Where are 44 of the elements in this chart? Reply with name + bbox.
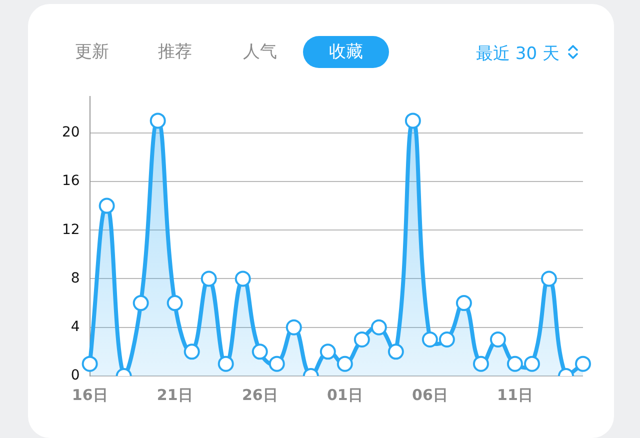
point	[286, 319, 302, 336]
x-tick-label: 01日	[326, 386, 363, 404]
point	[252, 344, 268, 360]
y-tick-label: 20	[62, 124, 80, 141]
point	[472, 356, 489, 372]
point	[404, 112, 421, 129]
point	[388, 344, 404, 360]
point	[336, 356, 353, 372]
point	[490, 332, 506, 348]
point	[218, 356, 234, 372]
point	[166, 295, 183, 312]
point	[234, 270, 251, 287]
point	[98, 198, 115, 214]
y-tick-label: 0	[70, 368, 80, 384]
point	[82, 356, 98, 372]
point	[438, 332, 455, 348]
point	[540, 270, 557, 287]
y-tick-label: 16	[62, 173, 80, 190]
x-tick-label: 06日	[412, 386, 448, 404]
text: 收藏	[303, 36, 389, 68]
point	[456, 295, 472, 312]
point	[370, 319, 387, 336]
text: 最近 30 天	[476, 44, 560, 64]
x-tick-label: 16日	[72, 386, 108, 404]
point	[200, 270, 217, 287]
text: 推荐	[157, 41, 193, 64]
point	[132, 295, 149, 312]
y-tick-label: 12	[62, 222, 80, 238]
x-tick-label: 26日	[242, 386, 278, 404]
point	[524, 356, 540, 372]
point	[268, 356, 285, 372]
point	[354, 332, 370, 348]
point	[422, 332, 438, 348]
point	[184, 344, 200, 360]
x-tick-label: 11日	[497, 386, 533, 404]
point	[506, 356, 523, 372]
point	[150, 112, 166, 129]
y-tick-label: 8	[70, 270, 80, 286]
text: 更新	[74, 41, 110, 64]
point	[575, 356, 591, 372]
point	[320, 344, 336, 360]
text: 人气	[242, 41, 278, 64]
y-tick-label: 4	[70, 319, 80, 336]
x-tick-label: 21日	[156, 386, 193, 404]
